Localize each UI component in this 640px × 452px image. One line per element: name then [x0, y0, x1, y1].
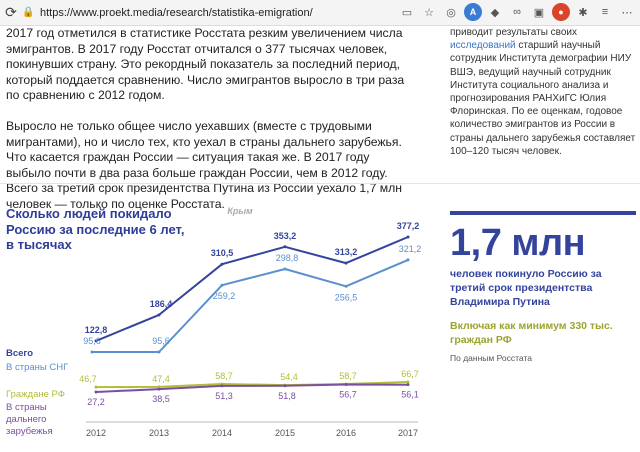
data-label: 377,2 — [397, 221, 420, 231]
series-line — [95, 383, 409, 393]
data-label: 58,7 — [339, 371, 357, 381]
data-point — [344, 383, 348, 387]
data-point — [406, 383, 410, 387]
stat-big-number: 1,7 млн — [450, 222, 586, 264]
data-label: 58,7 — [215, 371, 233, 381]
favorite-star-icon[interactable]: ☆ — [424, 6, 434, 19]
data-point — [283, 384, 287, 388]
data-label: 56,1 — [401, 390, 419, 400]
browser-menu-icon[interactable]: ⋯ — [621, 6, 633, 19]
browser-extensions: ▭ ☆ ◎ A ◆ ∞ ▣ ● ✱ ≡ ⋯ — [398, 3, 636, 21]
legend-entry: В страны дальнего зарубежья — [6, 402, 53, 437]
x-tick-label: 2014 — [212, 428, 232, 438]
data-label: 321,2 — [399, 244, 422, 254]
stat-description: человек покинуло Россию за третий срок п… — [450, 268, 602, 308]
x-tick-label: 2016 — [336, 428, 356, 438]
data-point — [406, 235, 410, 239]
article-paragraph-1: 2017 год отметился в статистике Росстата… — [6, 26, 405, 103]
reader-mode-icon[interactable]: ▭ — [401, 6, 413, 19]
legend-entry: В страны СНГ — [6, 362, 68, 373]
lock-icon: 🔒 — [22, 7, 35, 18]
extension-red-icon[interactable]: ● — [552, 3, 570, 21]
url-text: https://www.proekt.media/research/statis… — [40, 6, 313, 19]
extension-a-icon[interactable]: A — [464, 3, 482, 21]
stat-accent-bar — [450, 211, 636, 215]
extensions-puzzle-icon[interactable]: ✱ — [578, 6, 588, 19]
data-point — [344, 284, 348, 288]
data-label: 47,4 — [152, 374, 170, 384]
extension-link-icon[interactable]: ∞ — [513, 6, 521, 18]
data-label: 353,2 — [274, 231, 297, 241]
data-point — [157, 385, 161, 389]
legend-entry: Граждане РФ — [6, 389, 65, 400]
data-label: 313,2 — [335, 247, 358, 257]
data-label: 310,5 — [211, 248, 234, 258]
article-text: 2017 год отметился в статистике Росстата… — [6, 26, 416, 228]
x-tick-label: 2017 — [398, 428, 418, 438]
data-point — [220, 283, 224, 287]
data-label: 298,8 — [276, 253, 299, 263]
data-point — [406, 258, 410, 262]
data-point — [406, 380, 410, 384]
stat-citizens-note: Включая как минимум 330 тыс. граждан РФ — [450, 320, 613, 346]
series-line — [95, 236, 409, 342]
data-point — [220, 384, 224, 388]
article-paragraph-2: Выросло не только общее число уехавших (… — [6, 118, 402, 211]
data-label: 46,7 — [79, 374, 97, 384]
data-label: 27,2 — [87, 397, 105, 407]
stat-source: По данным Росстата — [450, 353, 532, 363]
data-point — [157, 350, 161, 354]
chart-title: Сколько людей покидало Россию за последн… — [6, 206, 185, 252]
collections-icon[interactable]: ▣ — [533, 6, 545, 19]
aside-note: приводит результаты своих исследований с… — [450, 26, 636, 158]
emigration-line-chart: 2012 2013 2014 2015 2016 2017 Крым 122,8 186,4 31… — [6, 206, 422, 438]
data-label: 51,8 — [278, 391, 296, 401]
data-label: 122,8 — [85, 325, 108, 335]
refresh-icon[interactable]: ⟳ — [5, 4, 17, 20]
data-point — [94, 339, 98, 343]
data-label: 38,5 — [152, 394, 170, 404]
aside-intro: приводит результаты своих — [450, 27, 578, 38]
data-point — [344, 261, 348, 265]
data-point — [283, 267, 287, 271]
crimea-annotation: Крым — [227, 206, 253, 216]
x-tick-label: 2015 — [275, 428, 295, 438]
data-point — [90, 350, 94, 354]
data-label: 95,6 — [83, 336, 101, 346]
section-divider — [0, 183, 640, 184]
aside-body: старший научный сотрудник Института демо… — [450, 40, 636, 157]
data-point — [220, 262, 224, 266]
data-label: 95,6 — [152, 336, 170, 346]
data-label: 186,4 — [150, 299, 173, 309]
data-point — [157, 387, 161, 391]
data-label: 259,2 — [213, 291, 236, 301]
favorites-list-icon[interactable]: ≡ — [601, 6, 609, 18]
data-point — [157, 313, 161, 317]
data-point — [94, 390, 98, 394]
data-point — [94, 385, 98, 389]
address-bar[interactable]: 🔒 https://www.proekt.media/research/stat… — [22, 3, 313, 23]
legend-entry: Всего — [6, 348, 33, 359]
x-tick-label: 2013 — [149, 428, 169, 438]
x-tick-label: 2012 — [86, 428, 106, 438]
data-point — [283, 245, 287, 249]
browser-toolbar: ⟳ 🔒 https://www.proekt.media/research/st… — [0, 0, 640, 26]
series-line — [92, 258, 409, 353]
extension-icon[interactable]: ◎ — [446, 6, 456, 19]
data-label: 56,7 — [339, 390, 357, 400]
research-link[interactable]: исследований — [450, 40, 516, 52]
data-label: 54,4 — [280, 372, 298, 382]
data-label: 51,3 — [215, 391, 233, 401]
data-label: 66,7 — [401, 369, 419, 379]
data-label: 256,5 — [335, 292, 358, 302]
extension-shield-icon[interactable]: ◆ — [490, 6, 500, 19]
